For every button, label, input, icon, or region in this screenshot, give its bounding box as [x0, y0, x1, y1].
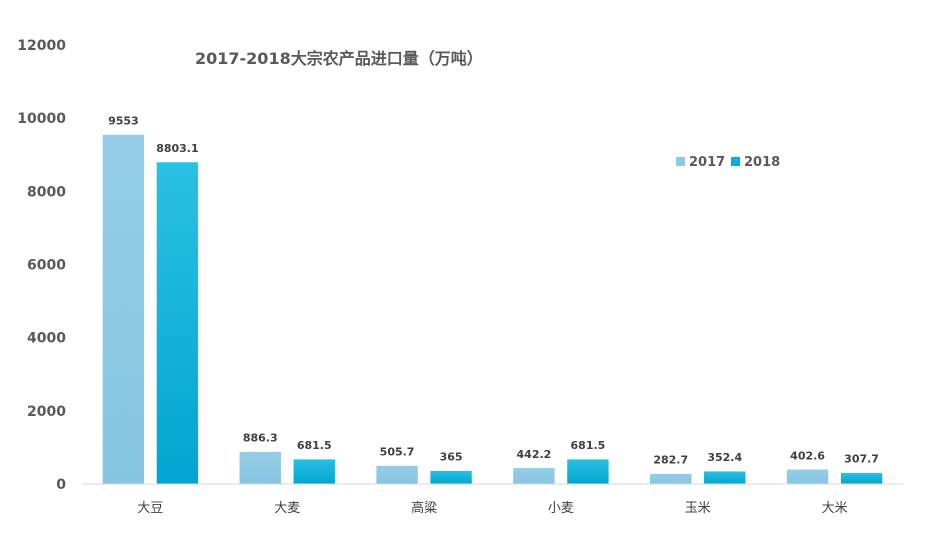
x-axis: 大豆 大麦 高粱 小麦 玉米 大米: [137, 500, 847, 516]
y-tick-label: 10000: [17, 111, 66, 127]
data-label-2017-2: 505.7: [380, 445, 415, 458]
y-tick-label: 12000: [17, 38, 66, 54]
bars: [102, 134, 883, 485]
bar-2018-5: [840, 472, 883, 485]
data-label-2018-5: 307.7: [844, 453, 879, 466]
bar-2018-0: [156, 161, 199, 485]
legend-label-2018: 2018: [744, 155, 780, 170]
data-label-2017-3: 442.2: [517, 448, 552, 461]
data-label-2018-3: 681.5: [571, 439, 606, 452]
y-tick-label: 6000: [27, 258, 66, 274]
y-tick-label: 2000: [27, 404, 66, 420]
bar-2017-5: [786, 468, 829, 485]
x-tick-label: 大豆: [137, 501, 163, 516]
y-tick-label: 0: [56, 477, 66, 493]
data-label-2018-4: 352.4: [707, 451, 742, 464]
bar-2018-2: [429, 470, 473, 485]
legend: 2017 2018: [676, 155, 780, 170]
bar-2017-3: [512, 467, 556, 485]
x-tick-label: 玉米: [685, 501, 711, 516]
legend-swatch-2018: [731, 157, 740, 166]
data-label-2018-2: 365: [440, 451, 463, 464]
bar-2018-1: [292, 458, 336, 485]
y-tick-label: 8000: [27, 184, 66, 200]
data-label-2017-1: 886.3: [243, 432, 278, 445]
bar-2018-4: [703, 470, 747, 485]
data-label-2018-0: 8803.1: [156, 142, 198, 155]
x-tick-label: 大麦: [274, 501, 300, 516]
x-tick-label: 小麦: [548, 501, 574, 516]
data-labels: 9553 8803.1 886.3 681.5 505.7 365 442.2 681.5 28…: [108, 115, 879, 467]
y-tick-label: 4000: [27, 331, 66, 347]
bar-2017-2: [375, 465, 419, 485]
x-tick-label: 高粱: [411, 500, 437, 516]
bar-2017-0: [102, 134, 145, 485]
bar-2017-1: [238, 451, 282, 485]
bar-2017-4: [649, 473, 693, 485]
legend-swatch-2017: [676, 157, 685, 166]
data-label-2017-5: 402.6: [790, 449, 825, 462]
y-axis: 0 2000 4000 6000 8000 10000 12000: [17, 38, 66, 493]
x-tick-label: 大米: [822, 501, 848, 516]
data-label-2017-0: 9553: [108, 115, 139, 128]
data-label-2018-1: 681.5: [297, 439, 332, 452]
chart-title: 2017-2018大宗农产品进口量（万吨）: [195, 49, 483, 68]
legend-label-2017: 2017: [689, 155, 725, 170]
bar-2018-3: [566, 458, 610, 485]
data-label-2017-4: 282.7: [653, 454, 688, 467]
